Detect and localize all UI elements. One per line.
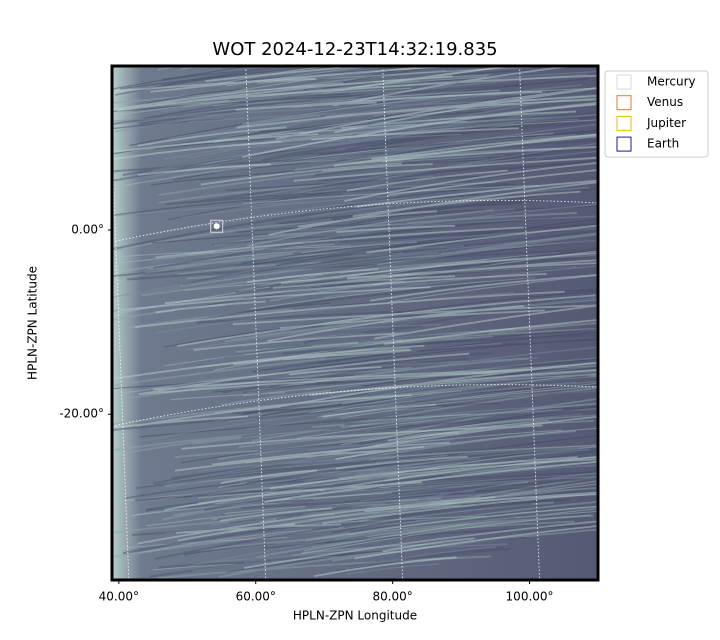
- x-tick-label: 100.00°: [506, 590, 554, 604]
- grid-line: [519, 66, 540, 580]
- x-tick-label: 60.00°: [236, 590, 276, 604]
- texture-streak: [112, 66, 598, 571]
- texture-streak: [112, 66, 598, 577]
- legend-label: Mercury: [647, 75, 696, 89]
- texture-streak: [112, 66, 598, 573]
- x-tick-label: 40.00°: [99, 590, 139, 604]
- legend-entries: Mercury Venus Jupiter Earth: [616, 74, 696, 152]
- plot-area: [112, 66, 598, 580]
- legend-marker: [616, 115, 632, 131]
- chart-title: WOT 2024-12-23T14:32:19.835: [212, 39, 497, 60]
- legend-marker: [616, 95, 632, 111]
- grid-line: [112, 384, 598, 427]
- y-tick-label: -20.00°: [59, 407, 104, 421]
- grid-line: [382, 66, 404, 580]
- grid-line: [245, 66, 267, 580]
- x-tick-label: 80.00°: [372, 590, 412, 604]
- texture-streak: [112, 66, 598, 579]
- legend-label: Venus: [647, 95, 683, 109]
- grid-line: [112, 199, 598, 243]
- image-background: [112, 66, 598, 580]
- planet-glow: [213, 223, 220, 230]
- y-axis-label: HPLN-ZPN Latitude: [26, 266, 40, 380]
- y-tick-label: 0.00°: [71, 222, 104, 236]
- legend-marker: [616, 136, 632, 152]
- planet-marker: [210, 219, 224, 233]
- axes-frame: [110, 64, 600, 582]
- legend-label: Earth: [647, 137, 679, 151]
- texture-streak: [112, 66, 598, 578]
- legend-marker: [616, 74, 632, 90]
- texture-streak: [112, 66, 598, 575]
- legend: [604, 70, 709, 158]
- image-texture: [112, 66, 598, 579]
- legend-label: Jupiter: [646, 116, 686, 130]
- x-axis-label: HPLN-ZPN Longitude: [293, 609, 417, 623]
